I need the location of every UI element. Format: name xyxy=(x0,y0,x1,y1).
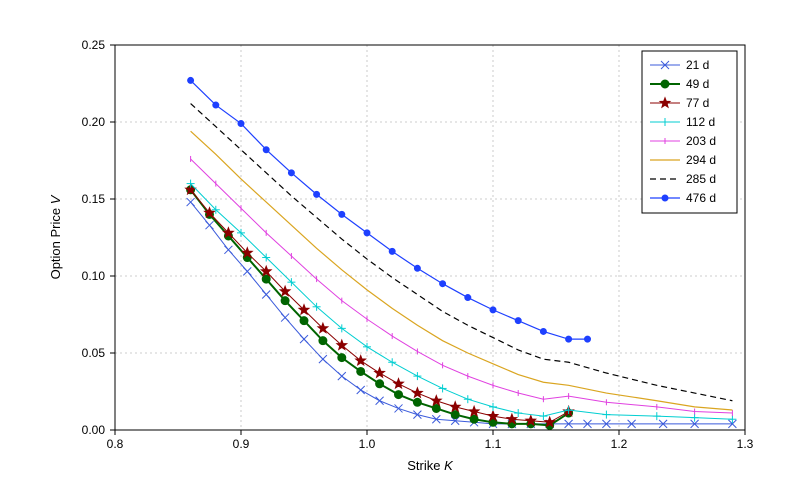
chart-container: 0.8 0.9 1.0 1.1 1.2 1.3 0.00 0.05 0.10 0.15 0.20 0.… xyxy=(0,0,800,500)
xtick-label: 1.0 xyxy=(359,437,376,451)
legend-label: 294 d xyxy=(686,153,716,167)
xtick-label: 1.2 xyxy=(611,437,628,451)
xtick-label: 0.9 xyxy=(233,437,250,451)
legend-label: 203 d xyxy=(686,134,716,148)
ytick-label: 0.00 xyxy=(82,423,106,437)
legend-label: 49 d xyxy=(686,77,709,91)
legend-label: 77 d xyxy=(686,96,709,110)
ytick-label: 0.15 xyxy=(82,192,106,206)
legend-label: 285 d xyxy=(686,172,716,186)
ytick-label: 0.10 xyxy=(82,269,106,283)
option-price-chart: 0.8 0.9 1.0 1.1 1.2 1.3 0.00 0.05 0.10 0.15 0.20 0.… xyxy=(0,0,800,500)
ytick-label: 0.25 xyxy=(82,38,106,52)
legend-label: 476 d xyxy=(686,191,716,205)
ylabel: Option Price V xyxy=(48,194,63,279)
xtick-label: 1.1 xyxy=(485,437,502,451)
legend-label: 21 d xyxy=(686,58,709,72)
xlabel: Strike K xyxy=(407,458,454,473)
legend-label: 112 d xyxy=(686,115,715,129)
legend: 21 d 49 d 77 d 112 d 203 d 294 d 285 d 476 d xyxy=(642,51,737,213)
xtick-label: 0.8 xyxy=(107,437,124,451)
xtick-label: 1.3 xyxy=(737,437,754,451)
ytick-label: 0.05 xyxy=(82,346,106,360)
ytick-label: 0.20 xyxy=(82,115,106,129)
